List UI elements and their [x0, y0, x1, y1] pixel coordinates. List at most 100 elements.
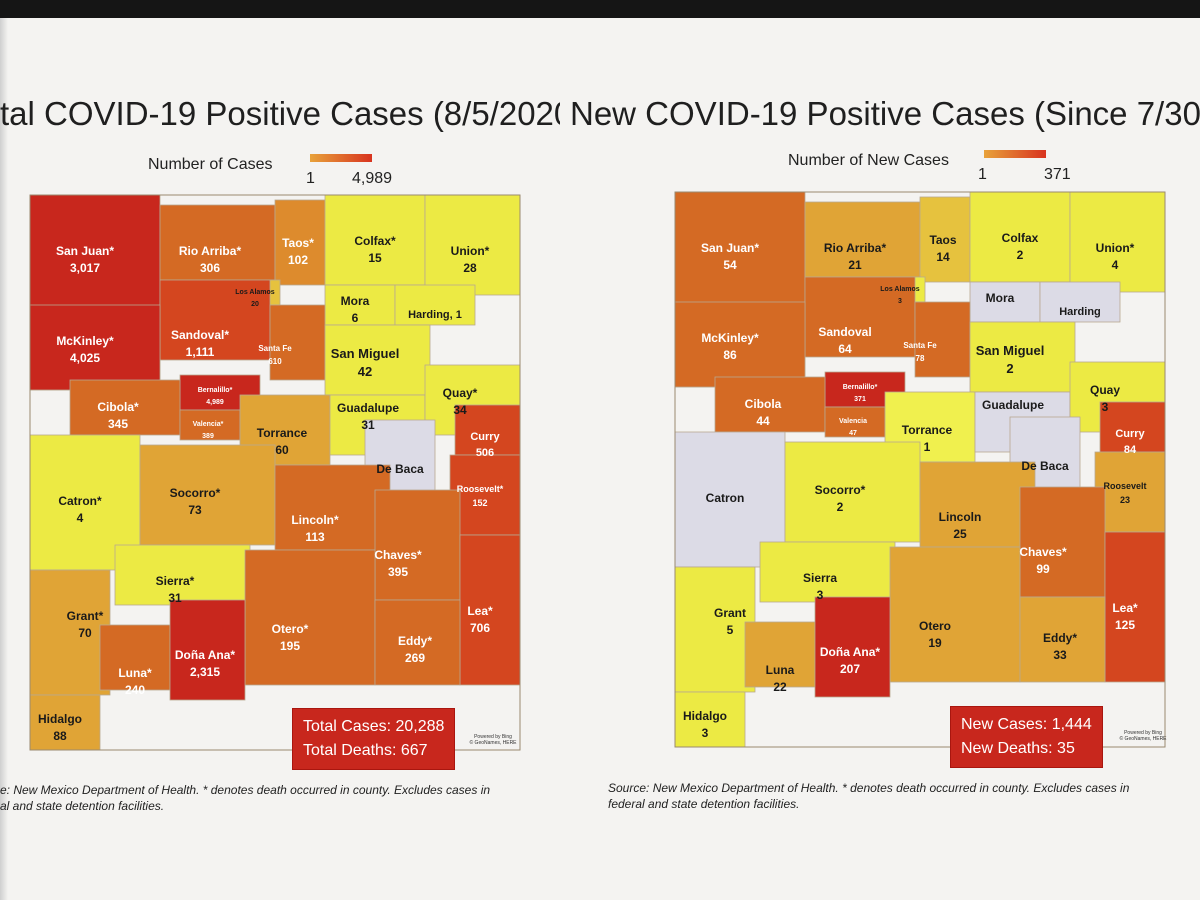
county-value-valencia: 47: [849, 430, 857, 437]
county-label-harding: Harding: [1059, 306, 1101, 318]
county-value-roosevelt: 23: [1120, 495, 1130, 505]
county-curry: [454, 404, 521, 456]
county-value-torrance: 60: [275, 443, 289, 457]
county-label-mckinley: McKinley*: [701, 331, 759, 345]
county-grant: [674, 566, 756, 693]
county-label-santa-fe: Santa Fe: [903, 341, 937, 350]
county-label-quay: Quay: [1090, 383, 1120, 397]
screen-edge-shadow: [0, 18, 8, 900]
county-label-chaves: Chaves*: [374, 548, 422, 562]
county-value-do-a-ana: 207: [840, 662, 860, 676]
county-label-lincoln: Lincoln*: [291, 513, 339, 527]
county-label-union: Union*: [451, 244, 490, 258]
county-label-cibola: Cibola: [745, 397, 782, 411]
county-rio-arriba: [159, 204, 276, 281]
county-label-hidalgo: Hidalgo: [683, 709, 727, 723]
county-rio-arriba: [804, 201, 921, 278]
county-label-de-baca: De Baca: [1021, 459, 1069, 473]
left-legend-max: 4,989: [352, 170, 393, 187]
county-roosevelt: [449, 454, 521, 536]
bing-credit: Powered by Bing: [1124, 730, 1162, 736]
county-value-los-alamos: 20: [251, 301, 259, 308]
county-label-chaves: Chaves*: [1019, 545, 1067, 559]
county-label-mora: Mora: [341, 294, 370, 308]
county-label-otero: Otero: [919, 619, 951, 633]
county-lincoln: [274, 464, 391, 551]
county-luna: [744, 621, 816, 688]
county-label-valencia: Valencia*: [193, 421, 224, 428]
county-label-harding-1: Harding, 1: [408, 309, 462, 321]
county-label-curry: Curry: [1115, 428, 1145, 440]
county-hidalgo: [674, 691, 746, 748]
county-label-socorro: Socorro*: [170, 486, 221, 500]
left-map-attribution: Powered by Bing © GeoNames, HERE: [468, 734, 518, 746]
county-value-curry: 506: [476, 447, 494, 459]
county-label-socorro: Socorro*: [815, 483, 866, 497]
county-label-luna: Luna*: [118, 666, 152, 680]
county-taos: [274, 199, 326, 286]
county-value-colfax: 15: [368, 251, 382, 265]
left-legend-min: 1: [306, 170, 315, 187]
county-label-santa-fe: Santa Fe: [258, 344, 292, 353]
county-san-miguel: [324, 324, 431, 396]
county-value-catron: 4: [77, 511, 84, 525]
county-grant: [29, 569, 111, 696]
county-value-colfax: 2: [1017, 248, 1024, 262]
left-map-title: tal COVID-19 Positive Cases (8/5/2020): [0, 95, 560, 132]
county-sierra: [114, 544, 251, 606]
left-source-line-1: e: New Mexico Department of Health. * de…: [0, 783, 491, 797]
right-legend-max: 371: [1044, 166, 1071, 183]
new-deaths-text: New Deaths: 35: [961, 740, 1075, 757]
county-harding-1: [394, 284, 476, 326]
county-santa-fe: [269, 304, 326, 381]
county-label-rio-arriba: Rio Arriba*: [824, 241, 887, 255]
county-lea: [1104, 531, 1166, 683]
county-label-san-juan: San Juan*: [701, 241, 759, 255]
total-cases-text: Total Cases: 20,288: [303, 718, 445, 735]
county-colfax: [969, 191, 1071, 283]
county-value-lea: 125: [1115, 618, 1135, 632]
county-mckinley: [29, 304, 161, 391]
right-source-note: Source: New Mexico Department of Health.…: [608, 780, 1188, 812]
county-label-lea: Lea*: [467, 604, 493, 618]
county-value-sandoval: 1,111: [186, 345, 215, 359]
county-label-san-juan: San Juan*: [56, 244, 114, 258]
county-label-colfax: Colfax*: [354, 234, 396, 248]
county-value-lincoln: 25: [953, 527, 967, 541]
geonames-credit: © GeoNames, HERE: [1119, 736, 1167, 742]
county-label-bernalillo: Bernalillo*: [843, 384, 878, 391]
county-value-union: 28: [463, 261, 477, 275]
county-value-eddy: 33: [1053, 648, 1067, 662]
monitor-bezel-top: [0, 0, 1200, 18]
county-label-sierra: Sierra*: [156, 574, 195, 588]
county-label-san-miguel: San Miguel: [331, 346, 400, 361]
county-value-luna: 22: [773, 680, 787, 694]
county-otero: [889, 546, 1021, 683]
county-value-los-alamos: 3: [898, 298, 902, 305]
county-label-los-alamos: Los Alamos: [235, 289, 275, 296]
county-label-rio-arriba: Rio Arriba*: [179, 244, 242, 258]
county-value-union: 4: [1112, 258, 1119, 272]
county-value-santa-fe: 78: [916, 354, 925, 363]
right-legend-gradient: [984, 150, 1046, 158]
right-map-attribution: Powered by Bing © GeoNames, HERE: [1118, 730, 1168, 742]
left-source-note: e: New Mexico Department of Health. * de…: [0, 782, 520, 814]
county-label-mckinley: McKinley*: [56, 334, 114, 348]
county-label-de-baca: De Baca: [376, 462, 424, 476]
county-value-sierra: 3: [817, 588, 824, 602]
county-value-bernalillo: 4,989: [206, 399, 224, 406]
county-curry: [1099, 401, 1166, 453]
county-label-taos: Taos: [929, 233, 956, 247]
county-valencia: [179, 409, 241, 441]
left-legend-label: Number of Cases: [148, 156, 273, 173]
county-label-grant: Grant: [714, 606, 746, 620]
county-value-rio-arriba: 306: [200, 261, 220, 275]
county-luna: [99, 624, 171, 691]
county-hidalgo: [29, 694, 101, 751]
right-source-line-1: Source: New Mexico Department of Health.…: [608, 781, 1130, 795]
county-value-valencia: 389: [202, 433, 214, 440]
county-socorro: [139, 444, 276, 546]
county-value-lea: 706: [470, 621, 490, 635]
county-value-socorro: 2: [837, 500, 844, 514]
